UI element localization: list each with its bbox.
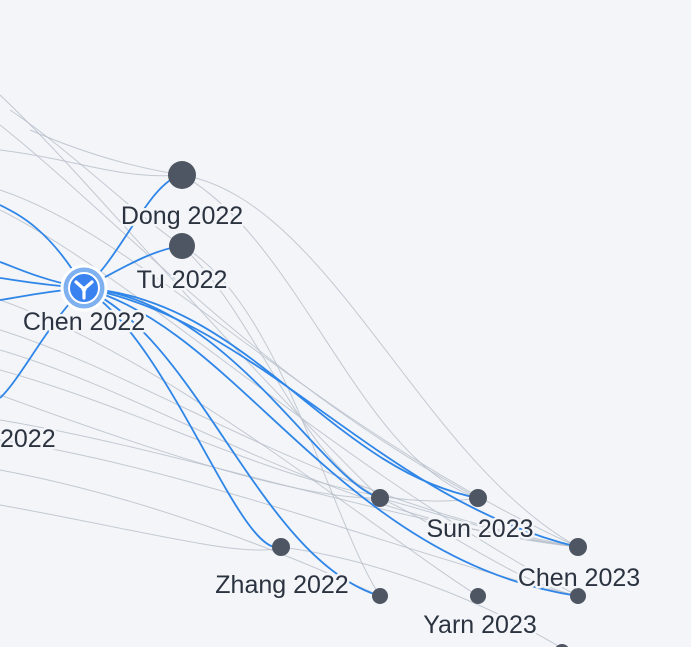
label-2022-partial: 2022 xyxy=(0,425,56,453)
graph-nodes[interactable] xyxy=(168,161,587,647)
edge xyxy=(83,287,282,549)
edge xyxy=(0,299,479,597)
edge xyxy=(0,504,282,551)
edge xyxy=(379,497,579,597)
edge xyxy=(0,419,579,548)
edge xyxy=(83,287,579,597)
edge xyxy=(181,174,579,548)
graph-node-sun-2023[interactable] xyxy=(469,489,487,507)
label-chen-2022: Chen 2022 xyxy=(23,308,145,336)
graph-node-zhang-2022[interactable] xyxy=(272,538,290,556)
graph-node-tu-2022[interactable] xyxy=(169,233,195,259)
label-tu-2022: Tu 2022 xyxy=(137,266,228,294)
edge xyxy=(0,189,579,548)
label-chen-2023: Chen 2023 xyxy=(518,564,640,592)
graph-node-yarn-2023-a[interactable] xyxy=(372,588,388,604)
graph-node-chen-2023[interactable] xyxy=(570,588,586,604)
edge xyxy=(280,546,561,647)
edge xyxy=(0,209,579,597)
edge xyxy=(0,369,479,502)
edge xyxy=(83,287,579,548)
label-dong-2022: Dong 2022 xyxy=(121,202,243,230)
faint-edges xyxy=(0,94,579,647)
node-labels: Dong 2022 Tu 2022 Chen 2022 2022 Sun 202… xyxy=(0,200,643,642)
edge xyxy=(83,287,381,597)
edge xyxy=(181,245,381,597)
edge xyxy=(0,329,579,548)
graph-node-dong-2022[interactable] xyxy=(168,161,196,189)
edge xyxy=(379,497,579,548)
label-zhang-2022: Zhang 2022 xyxy=(215,571,348,599)
graph-node-yarn-2023[interactable] xyxy=(470,588,486,604)
selected-node[interactable] xyxy=(60,264,108,312)
edge xyxy=(0,469,381,597)
graph-node-partial[interactable] xyxy=(554,644,570,647)
edge xyxy=(9,109,183,247)
branch-icon xyxy=(74,280,94,300)
graph-node-chen-2023-a[interactable] xyxy=(569,538,587,556)
graph-node-sun-2023-a[interactable] xyxy=(371,489,389,507)
edge xyxy=(0,124,479,499)
edge xyxy=(181,245,381,499)
edge xyxy=(181,174,479,499)
edge xyxy=(83,287,381,499)
label-sun-2023: Sun 2023 xyxy=(426,515,533,543)
label-yarn-2023: Yarn 2023 xyxy=(423,611,537,639)
edge xyxy=(0,149,183,177)
